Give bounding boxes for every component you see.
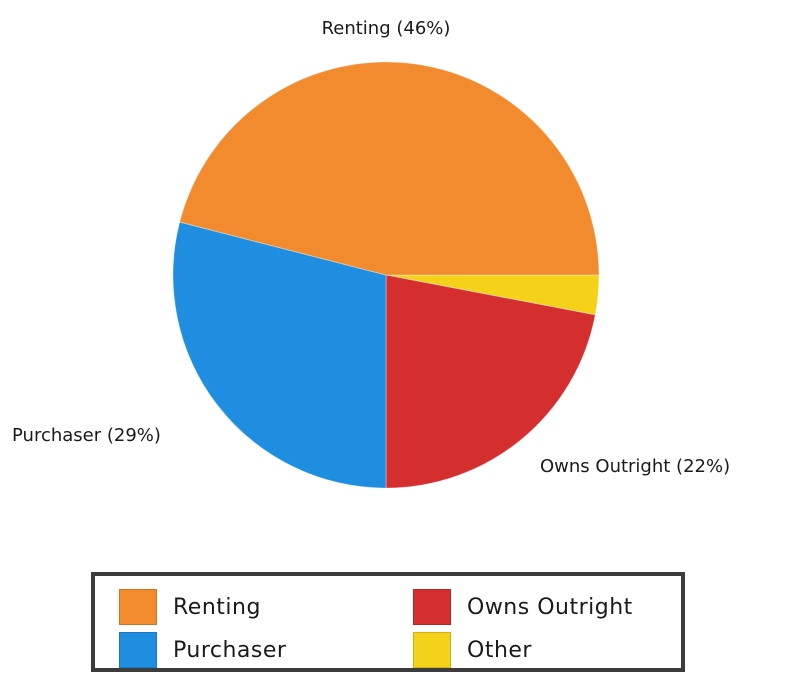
legend-label-purchaser: Purchaser xyxy=(173,637,287,663)
pie-slice-owns-outright xyxy=(385,274,596,489)
pie-slices xyxy=(172,61,600,489)
legend-swatch-purchaser xyxy=(119,632,157,668)
legend-item-owns-outright: Owns Outright xyxy=(413,589,633,625)
legend-swatch-owns-outright xyxy=(413,589,451,625)
slice-label-renting: Renting (46%) xyxy=(322,18,451,39)
pie-slice-other xyxy=(385,274,600,316)
chart-legend: Renting Owns Outright Purchaser Other xyxy=(91,572,685,672)
legend-swatch-other xyxy=(413,632,451,668)
legend-label-renting: Renting xyxy=(173,594,261,620)
legend-swatch-renting xyxy=(119,589,157,625)
legend-item-purchaser: Purchaser xyxy=(119,632,286,668)
legend-label-other: Other xyxy=(467,637,532,663)
legend-label-owns-outright: Owns Outright xyxy=(467,594,633,620)
pie-chart: Renting (46%) Purchaser (29%) Owns Outri… xyxy=(12,18,730,489)
legend-item-other: Other xyxy=(413,632,532,668)
legend-item-renting: Renting xyxy=(119,589,261,625)
slice-label-owns-outright: Owns Outright (22%) xyxy=(540,456,730,477)
slice-label-purchaser: Purchaser (29%) xyxy=(12,425,161,446)
pie-slice-renting xyxy=(179,61,600,276)
pie-slice-purchaser xyxy=(172,221,387,489)
